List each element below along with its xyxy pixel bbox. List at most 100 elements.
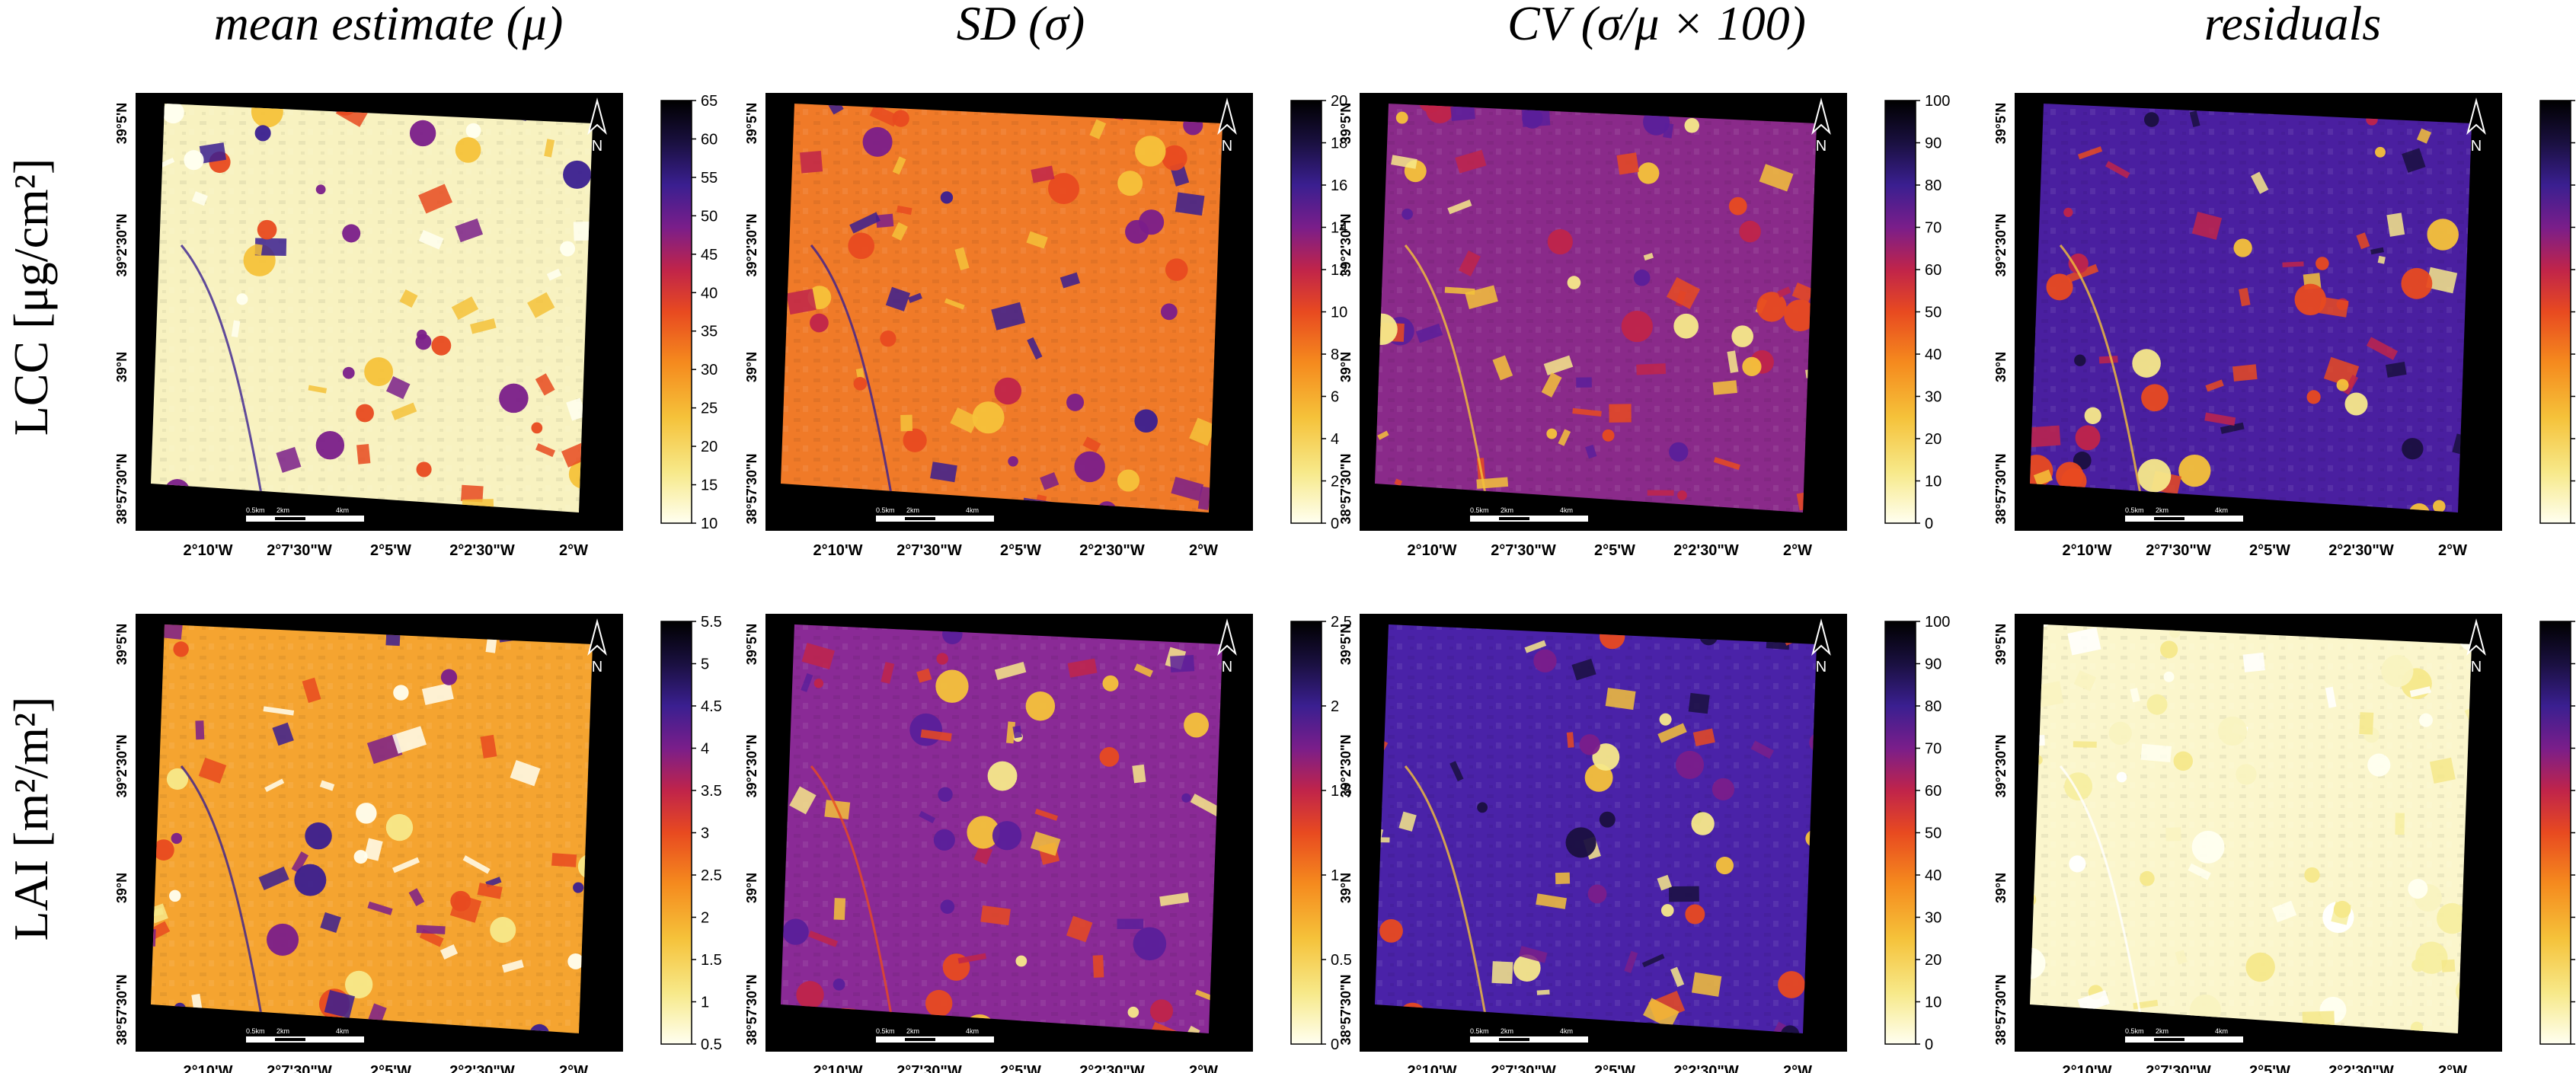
colorbar-tick-label: 45	[701, 247, 718, 263]
field-patch	[151, 921, 171, 943]
field-patch	[1791, 282, 1814, 303]
field-circle	[1522, 107, 1543, 129]
field-circle	[1742, 356, 1762, 377]
x-tick-label: 2°7'30"W	[1491, 542, 1556, 559]
field-patch	[2429, 757, 2456, 784]
y-tick-label: 39°2'30"N	[744, 213, 759, 276]
field-patch	[1555, 872, 1571, 884]
x-tick-label: 2°10'W	[813, 542, 863, 559]
field-patch	[2073, 670, 2097, 691]
field-patch	[786, 289, 817, 315]
x-tick-label: 2°W	[559, 1063, 588, 1073]
scale-bar-segment	[1499, 1038, 1529, 1041]
y-tick-label: 38°57'30"N	[1338, 974, 1354, 1045]
field-circle	[1739, 220, 1761, 243]
field-circle	[1676, 750, 1705, 779]
field-circle	[938, 787, 953, 803]
field-circle	[2074, 354, 2086, 366]
field-patch	[2189, 110, 2200, 128]
field-patch	[302, 677, 321, 703]
field-patch	[276, 446, 302, 473]
field-circle	[833, 978, 845, 991]
field-circle	[2160, 640, 2178, 659]
north-label: N	[2471, 138, 2482, 155]
field-patch	[930, 461, 957, 483]
field-patch	[1519, 946, 1548, 963]
field-circle	[315, 184, 326, 195]
scale-bar-label: 2km	[1501, 1027, 1513, 1035]
field-circle	[465, 123, 481, 139]
field-patch	[2204, 412, 2236, 426]
colorbar-tick-label: 70	[1925, 220, 1942, 237]
field-circle	[2141, 384, 2169, 412]
map-panel: N 0.5km 2km 4km 2°10'W 2°7'30"W 2°5'W 2°2'30"W 2…	[1993, 93, 2575, 559]
field-patch	[1092, 955, 1104, 978]
colorbar	[2539, 621, 2571, 1045]
field-patch	[319, 780, 335, 791]
field-circle	[2143, 112, 2159, 127]
scale-bar-segment	[905, 517, 935, 520]
field-circle	[440, 669, 458, 685]
colorbar-tick-label: 18	[1331, 136, 1347, 152]
colorbar-tick-label: 100	[1925, 614, 1950, 631]
colorbar-tick-label: 12	[1331, 262, 1347, 279]
field-circle	[1477, 802, 1488, 813]
field-patch	[551, 853, 577, 867]
colorbar-tick-label: 6	[1331, 389, 1339, 406]
field-circle	[2344, 392, 2368, 416]
field-patch	[418, 184, 453, 214]
field-patch	[2370, 247, 2384, 255]
scale-bar-label: 4km	[966, 1027, 979, 1035]
field-patch	[885, 286, 911, 311]
field-patch	[510, 760, 541, 787]
field-circle	[1184, 712, 1210, 738]
field-circle	[2191, 830, 2225, 864]
field-patch	[1377, 430, 1389, 440]
north-arrow-icon	[587, 618, 607, 656]
colorbar-tick-label: 70	[1925, 741, 1942, 758]
scale-bar-label: 2km	[2156, 1027, 2169, 1035]
field-patch	[421, 682, 454, 705]
column-title: residuals	[2204, 0, 2381, 50]
field-patch	[1132, 764, 1146, 784]
field-patch	[920, 729, 952, 742]
field-circle	[315, 431, 345, 460]
field-circle	[415, 334, 432, 350]
field-circle	[2233, 238, 2252, 257]
field-circle	[1117, 469, 1140, 492]
colorbar-tick-label: 14	[1331, 220, 1347, 237]
field-circle	[166, 768, 189, 790]
field-circle	[987, 761, 1018, 791]
colorbar-tick-label: 60	[1925, 262, 1942, 279]
field-patch	[833, 898, 846, 921]
field-circle	[1669, 442, 1689, 462]
field-circle	[2068, 253, 2089, 274]
raster-texture	[2030, 104, 2472, 513]
field-patch	[408, 888, 425, 907]
x-tick-label: 2°2'30"W	[1673, 542, 1739, 559]
field-patch	[2356, 232, 2370, 250]
field-patch	[2030, 425, 2061, 448]
field-patch	[1031, 165, 1055, 184]
raster-image	[1375, 624, 1817, 1033]
field-circle	[796, 981, 824, 1009]
scale-bar-label: 4km	[2215, 506, 2228, 514]
x-tick-label: 2°2'30"W	[449, 542, 515, 559]
colorbar-tick-label: 8	[1331, 346, 1339, 363]
field-circle	[782, 918, 809, 945]
river-line	[810, 765, 896, 1033]
field-circle	[490, 917, 516, 944]
field-patch	[2271, 900, 2297, 923]
field-patch	[385, 631, 401, 647]
field-patch	[1170, 655, 1195, 672]
field-circle	[1015, 955, 1028, 967]
field-patch	[973, 844, 993, 865]
field-patch	[1692, 728, 1715, 747]
field-patch	[470, 318, 497, 334]
x-tick-label: 2°5'W	[1000, 542, 1041, 559]
field-patch	[2066, 263, 2099, 283]
north-arrow-icon	[1811, 618, 1831, 656]
field-circle	[353, 850, 368, 864]
field-circle	[2146, 694, 2168, 715]
field-patch	[2098, 356, 2118, 364]
